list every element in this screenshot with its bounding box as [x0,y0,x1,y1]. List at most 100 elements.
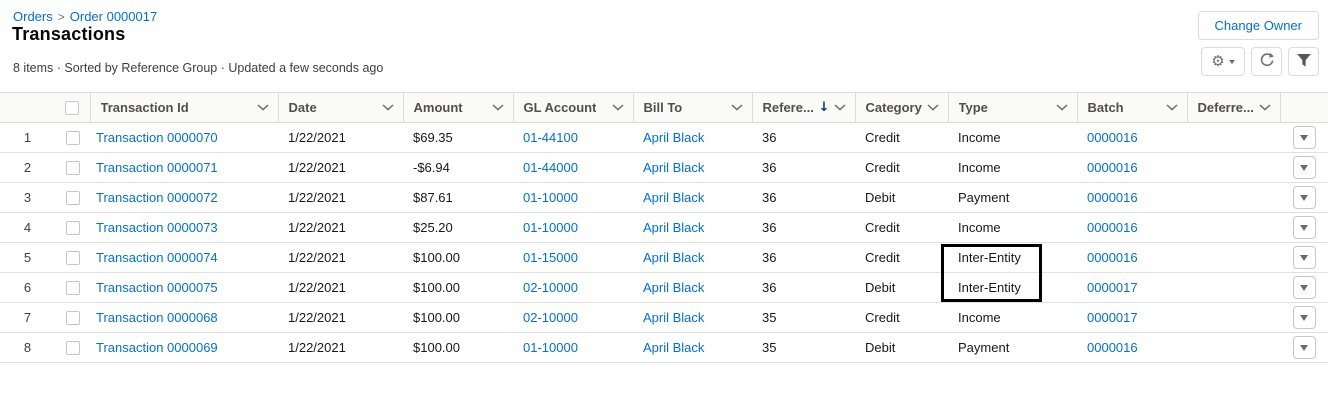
batch-link[interactable]: 0000016 [1087,220,1138,235]
row-checkbox[interactable] [65,341,80,356]
page-title: Transactions [12,24,126,44]
batch-link[interactable]: 0000016 [1087,340,1138,355]
column-header-deferred[interactable]: Deferre... [1186,92,1280,123]
chevron-down-icon [1228,59,1235,64]
column-header-amount[interactable]: Amount [402,92,513,123]
deferred-cell [1187,122,1280,153]
column-header-bill-to[interactable]: Bill To [632,92,752,123]
chevron-down-icon[interactable] [730,104,743,111]
row-actions-button[interactable] [1292,126,1316,149]
table-row: 8 Transaction 0000069 1/22/2021 $100.00 … [0,332,1328,363]
list-settings-button[interactable]: ⚙ [1201,47,1245,76]
bill-to-link[interactable]: April Black [643,280,705,295]
category-cell: Credit [855,242,948,273]
batch-link[interactable]: 0000017 [1087,310,1138,325]
dropdown-triangle-icon [1300,314,1308,321]
gl-account-link[interactable]: 01-10000 [523,340,578,355]
date-cell: 1/22/2021 [278,182,403,213]
actions-column-header [1279,92,1328,123]
transaction-id-link[interactable]: Transaction 0000075 [96,280,218,295]
row-actions-button[interactable] [1292,186,1316,209]
column-header-gl-account[interactable]: GL Account [512,92,633,123]
row-number: 5 [0,242,55,273]
gl-account-link[interactable]: 01-44000 [523,160,578,175]
date-cell: 1/22/2021 [278,272,403,303]
row-actions-button[interactable] [1292,216,1316,239]
row-actions-button[interactable] [1292,276,1316,299]
breadcrumb: Orders > Order 0000017 [13,9,157,24]
row-checkbox[interactable] [65,251,80,266]
type-cell: Inter-Entity [948,272,1077,303]
reference-group-cell: 36 [752,152,855,183]
gl-account-link[interactable]: 01-10000 [523,190,578,205]
transaction-id-link[interactable]: Transaction 0000074 [96,250,218,265]
row-number: 8 [0,332,55,363]
row-checkbox[interactable] [65,281,80,296]
column-header-batch[interactable]: Batch [1076,92,1187,123]
dropdown-triangle-icon [1300,134,1308,141]
dropdown-triangle-icon [1300,344,1308,351]
amount-cell: $100.00 [403,302,513,333]
bill-to-link[interactable]: April Black [643,310,705,325]
bill-to-link[interactable]: April Black [643,160,705,175]
refresh-button[interactable] [1251,47,1282,76]
transaction-id-link[interactable]: Transaction 0000070 [96,130,218,145]
row-checkbox[interactable] [65,221,80,236]
chevron-down-icon[interactable] [926,104,939,111]
batch-link[interactable]: 0000016 [1087,160,1138,175]
select-all-checkbox[interactable] [65,101,80,116]
row-actions-button[interactable] [1292,156,1316,179]
batch-link[interactable]: 0000016 [1087,250,1138,265]
row-checkbox[interactable] [65,191,80,206]
transaction-id-link[interactable]: Transaction 0000068 [96,310,218,325]
row-actions-button[interactable] [1292,246,1316,269]
column-header-date[interactable]: Date [277,92,403,123]
row-checkbox[interactable] [65,311,80,326]
chevron-down-icon[interactable] [833,104,846,111]
bill-to-link[interactable]: April Black [643,190,705,205]
breadcrumb-orders-link[interactable]: Orders [13,9,53,24]
chevron-down-icon[interactable] [491,104,504,111]
gl-account-link[interactable]: 02-10000 [523,280,578,295]
select-all-header [55,92,90,123]
batch-link[interactable]: 0000016 [1087,130,1138,145]
type-cell: Income [948,152,1077,183]
chevron-down-icon[interactable] [1055,104,1068,111]
column-header-type[interactable]: Type [947,92,1077,123]
category-cell: Credit [855,122,948,153]
bill-to-link[interactable]: April Black [643,250,705,265]
table-header: Transaction Id Date Amount GL Account Bi… [0,92,1328,123]
chevron-down-icon[interactable] [381,104,394,111]
deferred-cell [1187,332,1280,363]
bill-to-link[interactable]: April Black [643,220,705,235]
chevron-down-icon[interactable] [256,104,269,111]
table-body: 1 Transaction 0000070 1/22/2021 $69.35 0… [0,122,1328,363]
chevron-down-icon[interactable] [1165,104,1178,111]
bill-to-link[interactable]: April Black [643,340,705,355]
row-checkbox[interactable] [65,161,80,176]
gl-account-link[interactable]: 02-10000 [523,310,578,325]
bill-to-link[interactable]: April Black [643,130,705,145]
chevron-down-icon[interactable] [1258,104,1271,111]
row-actions-button[interactable] [1292,306,1316,329]
chevron-down-icon[interactable] [611,104,624,111]
row-checkbox[interactable] [65,131,80,146]
filter-button[interactable] [1288,47,1319,76]
transaction-id-link[interactable]: Transaction 0000069 [96,340,218,355]
transaction-id-link[interactable]: Transaction 0000071 [96,160,218,175]
gl-account-link[interactable]: 01-10000 [523,220,578,235]
transaction-id-link[interactable]: Transaction 0000072 [96,190,218,205]
gl-account-link[interactable]: 01-15000 [523,250,578,265]
column-header-transaction-id[interactable]: Transaction Id [89,92,278,123]
batch-link[interactable]: 0000017 [1087,280,1138,295]
breadcrumb-order-link[interactable]: Order 0000017 [69,9,158,24]
transaction-id-link[interactable]: Transaction 0000073 [96,220,218,235]
gl-account-link[interactable]: 01-44100 [523,130,578,145]
date-cell: 1/22/2021 [278,332,403,363]
change-owner-button[interactable]: Change Owner [1197,11,1319,40]
row-actions-button[interactable] [1292,336,1316,359]
row-number: 7 [0,302,55,333]
column-header-reference-group[interactable]: Refere... [751,92,855,123]
batch-link[interactable]: 0000016 [1087,190,1138,205]
column-header-category[interactable]: Category [854,92,948,123]
